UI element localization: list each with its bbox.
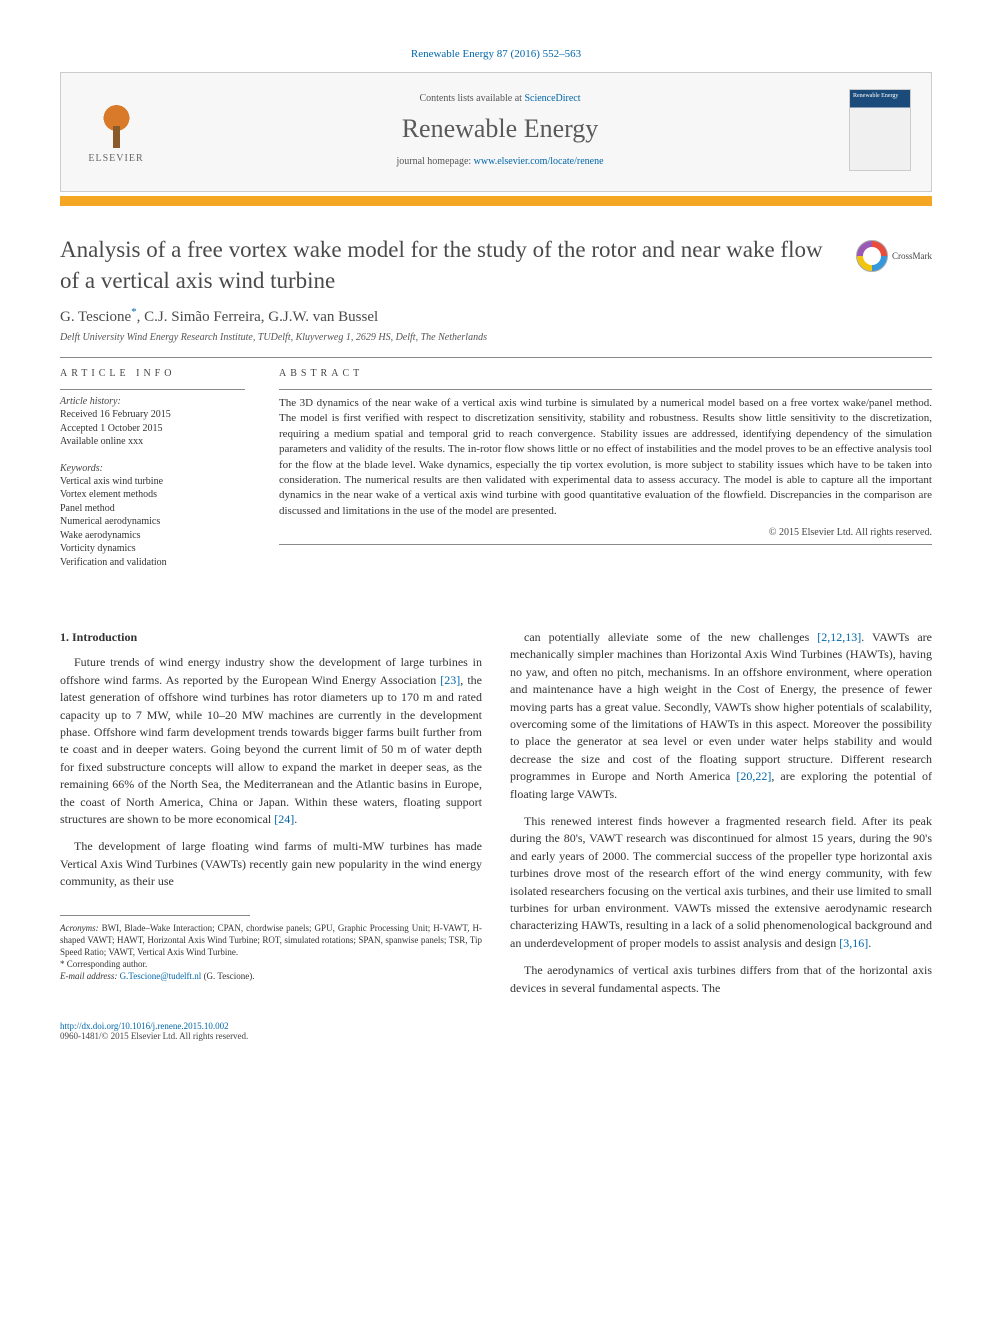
- history-label: Article history:: [60, 396, 245, 407]
- footnote-acronyms: Acronyms: BWI, Blade–Wake Interaction; C…: [60, 922, 482, 958]
- journal-header: ELSEVIER Contents lists available at Sci…: [60, 72, 932, 192]
- text-run: .: [868, 936, 871, 950]
- citation-ref[interactable]: [20,22]: [736, 769, 771, 783]
- keywords-label: Keywords:: [60, 463, 245, 474]
- email-link[interactable]: G.Tescione@tudelft.nl: [120, 971, 202, 981]
- abstract-copyright: © 2015 Elsevier Ltd. All rights reserved…: [279, 527, 932, 538]
- keyword: Vertical axis wind turbine: [60, 475, 245, 489]
- elsevier-logo[interactable]: ELSEVIER: [81, 90, 151, 170]
- crossmark-label: CrossMark: [892, 251, 932, 261]
- text-run: . VAWTs are mechanically simpler machine…: [510, 630, 932, 783]
- journal-name: Renewable Energy: [151, 114, 849, 144]
- history-accepted: Accepted 1 October 2015: [60, 422, 245, 436]
- elsevier-tree-icon: [89, 96, 144, 151]
- email-tail: (G. Tescione).: [201, 971, 254, 981]
- left-column: 1. Introduction Future trends of wind en…: [60, 629, 482, 1007]
- keyword: Vorticity dynamics: [60, 542, 245, 556]
- acronyms-label: Acronyms:: [60, 923, 99, 933]
- footnote-email: E-mail address: G.Tescione@tudelft.nl (G…: [60, 970, 482, 982]
- doi-link[interactable]: http://dx.doi.org/10.1016/j.renene.2015.…: [60, 1021, 932, 1031]
- authors-rest: , C.J. Simão Ferreira, G.J.W. van Bussel: [137, 309, 379, 325]
- homepage-url[interactable]: www.elsevier.com/locate/renene: [474, 156, 604, 167]
- divider: [60, 389, 245, 390]
- text-run: This renewed interest finds however a fr…: [510, 814, 932, 950]
- crossmark-badge[interactable]: CrossMark: [856, 240, 932, 272]
- divider: [279, 544, 932, 545]
- citation-ref[interactable]: [2,12,13]: [817, 630, 861, 644]
- crossmark-icon: [856, 240, 888, 272]
- page-footer: http://dx.doi.org/10.1016/j.renene.2015.…: [60, 1021, 932, 1041]
- body-paragraph: This renewed interest finds however a fr…: [510, 813, 932, 952]
- body-paragraph: The aerodynamics of vertical axis turbin…: [510, 962, 932, 997]
- right-column: can potentially alleviate some of the ne…: [510, 629, 932, 1007]
- authors-line: G. Tescione*, C.J. Simão Ferreira, G.J.W…: [60, 306, 932, 326]
- divider: [279, 389, 932, 390]
- divider: [60, 357, 932, 358]
- keyword: Panel method: [60, 502, 245, 516]
- author-primary: G. Tescione: [60, 309, 131, 325]
- header-center: Contents lists available at ScienceDirec…: [151, 93, 849, 167]
- citation-line[interactable]: Renewable Energy 87 (2016) 552–563: [60, 48, 932, 60]
- acronyms-text: BWI, Blade–Wake Interaction; CPAN, chord…: [60, 923, 482, 957]
- sciencedirect-link[interactable]: ScienceDirect: [524, 93, 580, 104]
- article-info-block: ARTICLE INFO Article history: Received 1…: [60, 368, 245, 569]
- text-run: can potentially alleviate some of the ne…: [524, 630, 817, 644]
- article-info-heading: ARTICLE INFO: [60, 368, 245, 379]
- text-run: , the latest generation of offshore wind…: [60, 673, 482, 826]
- citation-ref[interactable]: [3,16]: [839, 936, 868, 950]
- journal-cover-thumbnail[interactable]: [849, 89, 911, 171]
- keyword: Numerical aerodynamics: [60, 515, 245, 529]
- keyword: Wake aerodynamics: [60, 529, 245, 543]
- body-paragraph: can potentially alleviate some of the ne…: [510, 629, 932, 803]
- body-paragraph: Future trends of wind energy industry sh…: [60, 654, 482, 828]
- contents-line: Contents lists available at ScienceDirec…: [151, 93, 849, 104]
- paper-title: Analysis of a free vortex wake model for…: [60, 234, 856, 296]
- citation-ref[interactable]: [24]: [274, 812, 294, 826]
- elsevier-label: ELSEVIER: [88, 153, 143, 164]
- contents-prefix: Contents lists available at: [419, 93, 524, 104]
- body-columns: 1. Introduction Future trends of wind en…: [60, 629, 932, 1007]
- section-heading: 1. Introduction: [60, 629, 482, 646]
- orange-divider: [60, 196, 932, 206]
- abstract-block: ABSTRACT The 3D dynamics of the near wak…: [279, 368, 932, 569]
- body-paragraph: The development of large floating wind f…: [60, 838, 482, 890]
- homepage-line: journal homepage: www.elsevier.com/locat…: [151, 156, 849, 167]
- history-received: Received 16 February 2015: [60, 408, 245, 422]
- homepage-prefix: journal homepage:: [396, 156, 473, 167]
- issn-copyright: 0960-1481/© 2015 Elsevier Ltd. All right…: [60, 1031, 932, 1041]
- affiliation: Delft University Wind Energy Research In…: [60, 332, 932, 343]
- citation-ref[interactable]: [23]: [440, 673, 460, 687]
- email-label: E-mail address:: [60, 971, 120, 981]
- footnote-corresponding: * Corresponding author.: [60, 958, 482, 970]
- text-run: Future trends of wind energy industry sh…: [60, 655, 482, 686]
- keyword: Vortex element methods: [60, 488, 245, 502]
- abstract-text: The 3D dynamics of the near wake of a ve…: [279, 396, 932, 519]
- footnote-divider: [60, 915, 250, 922]
- keyword: Verification and validation: [60, 556, 245, 570]
- text-run: .: [294, 812, 297, 826]
- history-online: Available online xxx: [60, 435, 245, 449]
- abstract-heading: ABSTRACT: [279, 368, 932, 379]
